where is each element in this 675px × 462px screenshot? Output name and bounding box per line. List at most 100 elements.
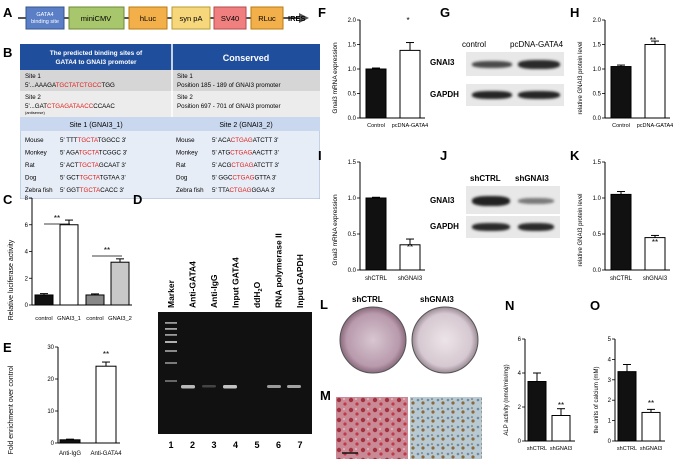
dish-shctrl <box>339 306 407 374</box>
chart-bar <box>365 197 387 271</box>
cons-site1-desc: Position 185 - 189 of GNAI3 promoter <box>177 82 281 89</box>
panel-label-e: E <box>3 340 12 355</box>
chart-c-sig-2: ** <box>104 246 110 255</box>
stain-image-shgnai3 <box>410 397 482 459</box>
chart-n-xlabel-1: shCTRL <box>527 446 547 452</box>
chart-y-tick-label: 0.5 <box>593 92 602 98</box>
site1-seq: 5'...AAAGATGCTATCTGCCTGG <box>25 82 115 89</box>
chart-c-xlabel-3: control <box>86 316 103 322</box>
chart-i-ylabel: Gnai3 mRNA expression <box>332 194 339 266</box>
species-left-seq: 5' AGATGCTATCGGC 3' <box>60 150 127 157</box>
chart-gnai3-protein-k: relative GNAI3 protein level 0.0 0.5 1.0 1.… <box>578 160 670 282</box>
panel-label-j: J <box>440 148 448 163</box>
binding-site-table: The predicted binding sites of GATA4 to … <box>20 44 320 199</box>
chart-f-xlabel-2: pcDNA-GATA4 <box>392 123 428 129</box>
species-right-name: Monkey <box>176 150 199 157</box>
chart-e-xlabel-1: Anti-IgG <box>59 451 81 457</box>
gel-sample-bands <box>181 385 301 389</box>
dish-col-1: shCTRL <box>352 295 383 304</box>
species-rows: Mouse 5' TTTTGCTATGGCC 3' Mouse 5' ACACTGAG… <box>25 137 279 194</box>
cons-site2-title: Site 2 <box>177 94 193 101</box>
blot-j-row-gnai3: GNAI3 <box>430 196 455 205</box>
panel-label-g: G <box>440 5 451 20</box>
species-right-name: Mouse <box>176 137 195 144</box>
species-left-name: Rat <box>25 162 35 169</box>
chart-h-sig: ** <box>650 36 656 45</box>
chart-i-xlabel-1: shCTRL <box>365 276 388 282</box>
chart-y-tick-label: 2 <box>25 276 29 282</box>
panel-label-b: B <box>3 45 13 60</box>
site1-seq-red: TGCTATCTGCC <box>56 82 102 89</box>
construct-hluc-label: hLuc <box>140 14 157 23</box>
chart-y-tick-label: 2 <box>608 398 612 404</box>
chart-y-tick-label: 0.5 <box>348 92 357 98</box>
staining-images <box>336 397 482 459</box>
chart-n-xlabel-2: shGNAI3 <box>550 446 572 452</box>
chart-h-xlabel-2: pcDNA-GATA4 <box>637 123 673 129</box>
chart-y-tick-label: 1.0 <box>593 196 602 202</box>
panel-label-n: N <box>505 298 515 313</box>
construct-synpa-label: syn pA <box>180 14 203 23</box>
gel-lane-number: 7 <box>297 440 302 450</box>
chart-bar <box>110 261 130 306</box>
gel-lane-labels: Marker Anti-GATA4 Anti-IgG Input GATA4 ddH2O… <box>166 233 305 308</box>
site2-row-left <box>20 91 172 117</box>
chart-i-xlabel-2: shGNAI3 <box>398 276 423 282</box>
chart-y-tick-label: 4 <box>608 357 612 363</box>
construct-diagram: GATA4 binding site miniCMV hLuc syn pA S… <box>18 6 309 30</box>
gel-lane-label: ddH2O <box>252 281 264 308</box>
species-left-seq: 5' ACTTGCTAGCAAT 3' <box>60 162 126 169</box>
chart-y-tick-label: 6 <box>25 223 29 229</box>
gel-lane-number: 5 <box>254 440 259 450</box>
chart-n-sig: ** <box>558 401 564 410</box>
table-header-left-2: GATA4 to GNAI3 promoter <box>55 59 136 66</box>
chart-y-tick-label: 5 <box>608 337 612 343</box>
gel-lane-label: Anti-IgG <box>209 274 219 308</box>
chart-bar <box>617 371 637 442</box>
dish-col-2: shGNAI3 <box>420 295 454 304</box>
site2-seq: 5'...GATCTGAGATAACCCCAAC <box>25 103 115 110</box>
chart-f-xlabel-1: Control <box>367 123 385 129</box>
construct-gata4-box <box>25 6 65 30</box>
chart-o-ylabel: the units of calcium (mM) <box>594 366 600 433</box>
construct-ires-label: IRES <box>288 14 306 23</box>
gel-lane-number: 1 <box>168 440 173 450</box>
panel-label-d: D <box>133 192 143 207</box>
chart-y-tick-label: 2.0 <box>593 18 602 24</box>
chart-c-significance: ** ** <box>44 214 122 257</box>
chart-bar <box>527 381 547 442</box>
chart-y-tick-label: 0.0 <box>348 268 357 274</box>
chart-y-tick-label: 0 <box>51 441 55 447</box>
species-left-name: Mouse <box>25 137 44 144</box>
chart-y-tick-label: 4 <box>25 250 29 256</box>
construct-synpa-box <box>171 6 211 30</box>
chart-k-sig: ** <box>652 238 658 247</box>
chart-k-ylabel: relative GNAI3 protein level <box>578 193 584 266</box>
chart-bar <box>399 49 421 119</box>
gel-lane-number: 6 <box>276 440 281 450</box>
blot-j-gnai3 <box>466 186 560 214</box>
blot-j-row-gapdh: GAPDH <box>430 222 459 231</box>
species-right-seq: 5' GGCCTGAGGTTA 3' <box>212 175 277 182</box>
table-header-left-bg <box>20 44 172 70</box>
construct-sv40-label: SV40 <box>221 14 239 23</box>
blot-j-col-1: shCTRL <box>470 174 501 183</box>
chart-bar <box>610 193 632 271</box>
gel-lane-label: Anti-GATA4 <box>188 261 198 308</box>
chart-bar <box>59 439 81 444</box>
sub-header-left: Site 1 (GNAI3_1) <box>69 122 122 129</box>
site1-seq-pre: 5'...AAAGA <box>25 82 57 89</box>
chart-k-xlabel-1: shCTRL <box>610 276 633 282</box>
chart-h-ylabel: relative GNAI3 protein level <box>578 41 584 114</box>
construct-minicmv-label: miniCMV <box>81 14 111 23</box>
panel-label-l: L <box>320 297 328 312</box>
chart-y-tick-label: 0.5 <box>348 232 357 238</box>
chart-y-tick-label: 0.5 <box>593 232 602 238</box>
stain-image-shctrl <box>336 397 408 459</box>
chart-k-xlabel-2: shGNAI3 <box>643 276 668 282</box>
sub-header-left-bg <box>20 117 172 131</box>
site1-title: Site 1 <box>25 73 41 80</box>
site1-row-right <box>172 70 320 91</box>
chart-y-tick-label: 1.5 <box>593 160 602 166</box>
